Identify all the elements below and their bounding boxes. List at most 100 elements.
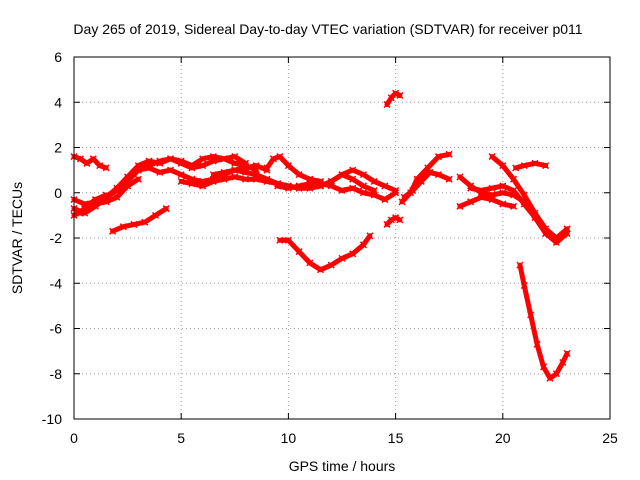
x-tick-label: 15 (388, 430, 404, 446)
data-point (499, 200, 507, 208)
data-point (76, 209, 84, 217)
data-point (509, 186, 518, 195)
data-point (220, 168, 228, 176)
data-point (317, 266, 325, 274)
data-point (134, 166, 142, 174)
series-line (77, 192, 109, 216)
data-point (488, 196, 496, 204)
data-point (199, 155, 207, 163)
data-point (563, 225, 571, 233)
data-point (295, 182, 303, 190)
data-point (512, 164, 520, 172)
data-point (113, 193, 121, 201)
x-tick-label: 5 (177, 430, 185, 446)
x-axis-label: GPS time / hours (289, 458, 396, 474)
series-arc-5 (76, 191, 110, 217)
series-arc-11 (274, 166, 400, 195)
data-point (477, 193, 485, 201)
data-point (381, 196, 389, 204)
data-point (499, 162, 507, 170)
data-point (306, 259, 314, 267)
data-point (220, 175, 228, 183)
y-tick-label: 0 (54, 185, 62, 201)
data-point (359, 171, 367, 179)
data-point (166, 166, 175, 174)
y-tick-label: -8 (50, 366, 63, 382)
data-point (130, 220, 138, 228)
data-point (467, 198, 475, 206)
series-line (275, 167, 399, 193)
data-point (124, 182, 132, 190)
data-point (295, 248, 303, 256)
data-point (338, 186, 346, 195)
series-line (513, 160, 549, 171)
data-point (370, 177, 378, 185)
data-point (392, 214, 400, 222)
series-arc-6 (109, 205, 170, 235)
data-point (141, 218, 149, 226)
data-point (434, 153, 443, 161)
data-point (338, 254, 346, 262)
y-tick-label: -4 (50, 275, 63, 291)
data-point (533, 340, 541, 348)
y-tick-label: 2 (54, 140, 62, 156)
data-point (366, 232, 374, 240)
data-point (456, 202, 464, 210)
x-tick-label: 25 (602, 430, 618, 446)
data-point (392, 186, 400, 195)
data-point (109, 227, 117, 235)
data-point (488, 153, 496, 161)
data-point (156, 157, 164, 165)
series-arc-16 (400, 168, 453, 201)
series-line (468, 183, 570, 245)
y-axis-label: SDTVAR / TECUs (9, 182, 25, 294)
data-point (231, 166, 239, 174)
series-arc-22 (516, 261, 571, 382)
data-point (488, 184, 496, 192)
data-point (156, 168, 164, 176)
data-point (220, 155, 228, 163)
series-line (457, 194, 516, 209)
data-point (102, 191, 110, 199)
data-point (177, 177, 185, 185)
data-point (145, 164, 153, 172)
data-point (396, 91, 404, 99)
data-point (546, 374, 554, 382)
data-point (542, 162, 550, 170)
y-tick-label: 4 (54, 94, 62, 110)
data-point (177, 159, 185, 167)
data-point (89, 155, 97, 163)
data-point (263, 175, 271, 183)
data-point (209, 157, 217, 165)
data-point (520, 281, 528, 290)
data-point (349, 250, 357, 258)
chart-tick-labels: 0 5 10 15 20 25 -10 -8 -6 -4 -2 0 2 4 6 (42, 49, 618, 446)
data-point (83, 159, 91, 167)
x-tick-label: 0 (70, 430, 78, 446)
data-point (252, 162, 260, 170)
series-arc-1 (70, 153, 110, 172)
data-point (295, 171, 303, 179)
data-point (76, 155, 84, 163)
data-point (531, 159, 539, 167)
data-point (531, 209, 539, 217)
data-point (359, 182, 367, 190)
data-point (231, 153, 239, 161)
data-point (445, 150, 453, 158)
chart-title: Day 265 of 2019, Sidereal Day-to-day VTE… (73, 21, 582, 37)
data-point (349, 175, 357, 183)
data-point (338, 171, 346, 179)
data-point (252, 171, 260, 179)
data-point (396, 216, 404, 224)
data-point (166, 155, 175, 163)
data-point (499, 189, 507, 197)
series-arc-20 (488, 153, 571, 242)
y-tick-label: -10 (42, 411, 62, 427)
data-point (426, 168, 434, 176)
chart-ticks (73, 56, 611, 420)
data-point (552, 370, 560, 378)
data-point (102, 164, 110, 172)
data-point (317, 182, 325, 190)
data-point (467, 184, 475, 192)
data-point (119, 223, 127, 231)
